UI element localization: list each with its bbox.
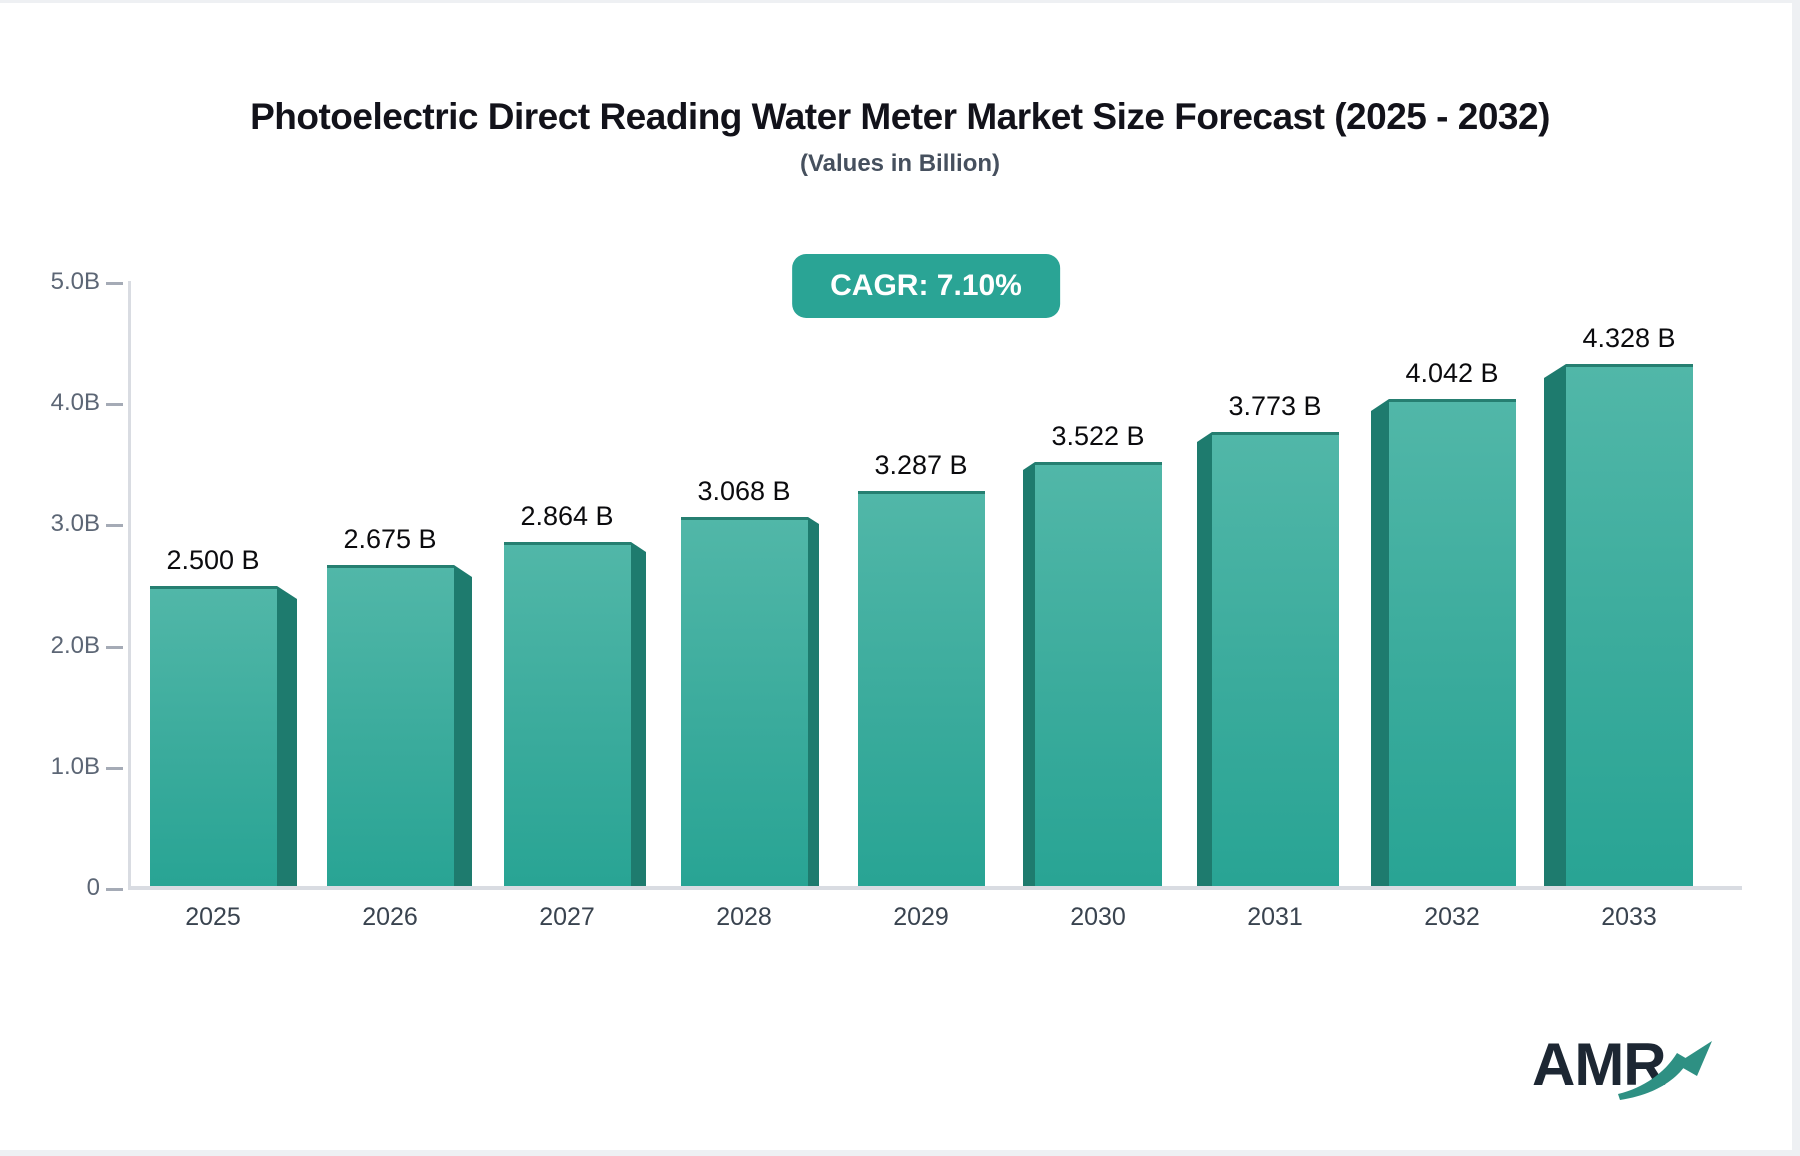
x-axis-label-2026: 2026 [362, 903, 418, 931]
chart-subtitle: (Values in Billion) [799, 150, 1001, 177]
bar-2030 [1035, 462, 1162, 889]
x-axis-label-2033: 2033 [1601, 903, 1657, 931]
bar-side-2032 [1371, 399, 1389, 889]
bar-value-label-2026: 2.675 B [343, 524, 437, 554]
bar-side-2031 [1197, 432, 1212, 889]
bar-2027 [504, 542, 631, 889]
y-tick-dash-0 [106, 888, 123, 891]
bar-value-label-2032: 4.042 B [1405, 358, 1499, 388]
bar-side-2028 [808, 517, 819, 889]
y-tick-dash-4.0B [106, 403, 123, 407]
y-tick-label-2.0B: 2.0B [50, 631, 100, 659]
bar-2026 [327, 565, 454, 889]
bar-side-2025 [277, 586, 297, 889]
bar-value-label-2030: 3.522 B [1051, 421, 1145, 451]
y-tick-label-5.0B: 5.0B [50, 268, 100, 295]
x-axis-line [128, 886, 1742, 890]
bar-side-2030 [1023, 462, 1035, 889]
x-axis-label-2025: 2025 [185, 903, 241, 931]
y-tick-label-1.0B: 1.0B [50, 752, 100, 780]
bar-2028 [681, 517, 808, 889]
bar-value-label-2033: 4.328 B [1582, 323, 1676, 353]
bar-side-2033 [1544, 364, 1566, 889]
bar-2029 [858, 491, 985, 889]
bar-value-label-2028: 3.068 B [697, 476, 791, 506]
bar-2031 [1212, 432, 1339, 889]
bar-value-label-2025: 2.500 B [166, 545, 260, 575]
x-axis-label-2027: 2027 [539, 903, 595, 931]
x-axis-label-2028: 2028 [716, 903, 772, 931]
cagr-badge: CAGR: 7.10% [792, 254, 1060, 318]
x-axis-label-2029: 2029 [893, 903, 949, 931]
bar-side-2026 [454, 565, 472, 889]
x-axis-label-2031: 2031 [1247, 903, 1303, 931]
chart-title: Photoelectric Direct Reading Water Meter… [250, 96, 1550, 137]
y-tick-label-3.0B: 3.0B [50, 510, 100, 538]
y-tick-dash-1.0B [106, 766, 123, 770]
y-tick-dash-5.0B [106, 282, 123, 285]
y-tick-dash-2.0B [106, 645, 123, 649]
bar-2025 [150, 586, 277, 889]
y-tick-dash-3.0B [106, 524, 123, 528]
bar-2032 [1389, 399, 1516, 889]
bar-2033 [1566, 364, 1693, 889]
x-axis-label-2030: 2030 [1070, 903, 1126, 931]
bar-value-label-2029: 3.287 B [874, 450, 968, 480]
y-tick-label-0: 0 [86, 874, 100, 901]
growth-arrow-icon [1618, 1041, 1712, 1100]
y-tick-label-4.0B: 4.0B [50, 389, 100, 417]
y-axis-line [128, 281, 131, 888]
amr-logo: AMR [1532, 1030, 1732, 1110]
bar-side-2027 [631, 542, 646, 889]
bar-value-label-2031: 3.773 B [1228, 391, 1322, 421]
x-axis-label-2032: 2032 [1424, 903, 1480, 931]
bar-value-label-2027: 2.864 B [520, 501, 614, 531]
